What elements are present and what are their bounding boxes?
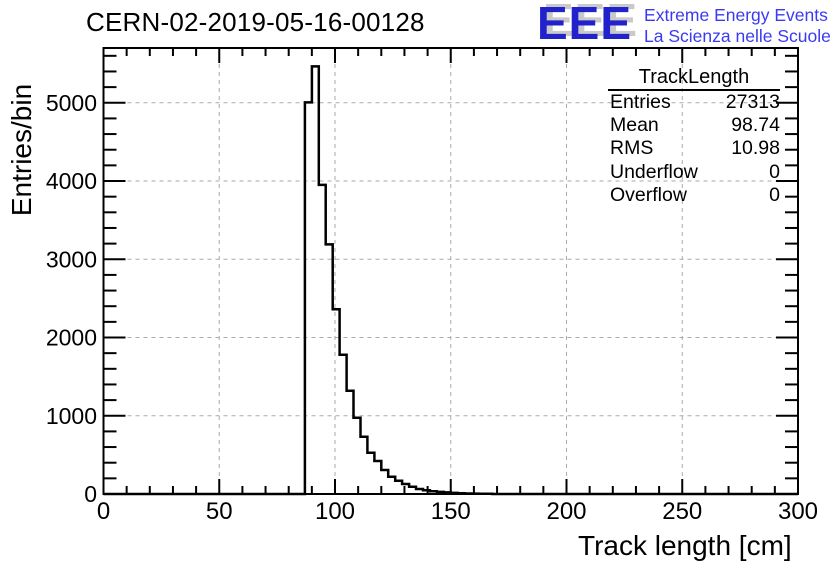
y-tick-label: 4000: [46, 168, 97, 194]
eee-logo-acronym: EEE EEE: [537, 0, 637, 49]
eee-logo-main: EEE: [537, 0, 633, 49]
stats-title: TrackLength: [608, 66, 780, 91]
x-axis-title: Track length [cm]: [578, 530, 792, 561]
stats-value: 27313: [725, 91, 780, 114]
stats-row-entries: Entries 27313: [608, 91, 780, 114]
x-tick-label: 250: [662, 498, 702, 525]
y-axis-title: Entries/bin: [6, 83, 37, 217]
stats-row-rms: RMS 10.98: [608, 137, 780, 160]
stats-value: 0: [769, 183, 780, 206]
stats-label: Overflow: [610, 183, 687, 206]
stats-label: Underflow: [610, 160, 698, 183]
eee-logo-line2: La Scienza nelle Scuole: [644, 26, 831, 46]
y-tick-label: 2000: [46, 325, 97, 351]
stats-label: RMS: [610, 137, 654, 160]
stats-value: 0: [769, 160, 780, 183]
y-tick-label: 1000: [46, 403, 97, 429]
x-tick-label: 0: [97, 498, 110, 525]
stats-row-mean: Mean 98.74: [608, 114, 780, 137]
eee-logo-text: Extreme Energy Events La Scienza nelle S…: [644, 1, 831, 47]
stats-label: Mean: [610, 114, 659, 137]
eee-logo-shadow: EEE: [543, 0, 639, 46]
x-tick-label: 300: [778, 498, 818, 525]
eee-logo-line1: Extreme Energy Events: [644, 5, 828, 25]
stats-value: 10.98: [731, 137, 780, 160]
stats-value: 98.74: [731, 114, 780, 137]
x-tick-label: 100: [315, 498, 355, 525]
stats-row-overflow: Overflow 0: [608, 184, 780, 207]
y-tick-label: 3000: [46, 246, 97, 272]
x-tick-label: 50: [206, 498, 233, 525]
eee-logo: EEE EEE Extreme Energy Events La Scienza…: [537, 0, 831, 49]
stats-box: TrackLength Entries 27313 Mean 98.74 RMS…: [608, 66, 780, 207]
y-tick-label: 5000: [46, 90, 97, 116]
x-tick-label: 200: [546, 498, 586, 525]
stats-label: Entries: [610, 91, 671, 114]
page-title: CERN-02-2019-05-16-00128: [86, 7, 425, 37]
x-tick-label: 150: [431, 498, 471, 525]
y-tick-label: 0: [84, 481, 97, 507]
stats-row-underflow: Underflow 0: [608, 161, 780, 184]
